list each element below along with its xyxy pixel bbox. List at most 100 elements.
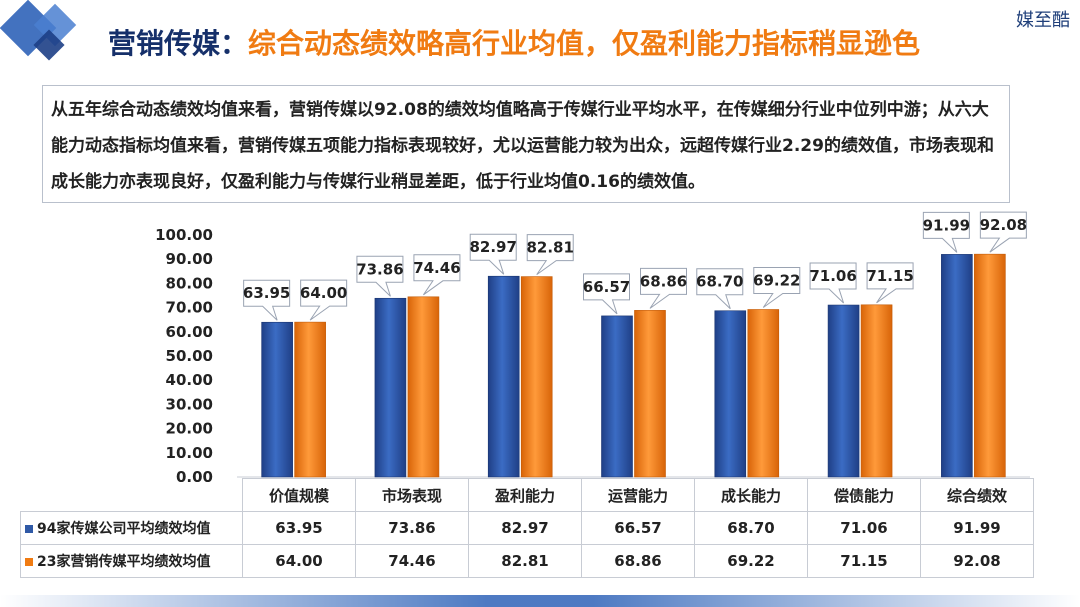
- table-cell: 82.81: [468, 544, 582, 578]
- page-title: 营销传媒：综合动态绩效略高行业均值，仅盈利能力指标稍显逊色: [108, 22, 920, 62]
- data-label: 71.06: [809, 262, 857, 304]
- data-label-text: 68.70: [696, 273, 743, 291]
- table-header: 成长能力: [694, 478, 808, 512]
- legend-label-series2: 23家营销传媒平均绩效均值: [37, 554, 211, 570]
- bar-series2: [520, 276, 553, 478]
- data-label: 66.57: [583, 273, 630, 315]
- bar-series2: [407, 296, 440, 478]
- table-cell: 69.22: [694, 544, 808, 578]
- table-header: 综合绩效: [920, 478, 1034, 512]
- data-label-text: 68.86: [640, 272, 687, 290]
- data-label-box: [300, 279, 348, 321]
- data-label: 82.81: [526, 234, 574, 276]
- bar-series2: [294, 321, 326, 478]
- y-tick-label: 0.00: [176, 468, 213, 486]
- data-table: 价值规模 市场表现 盈利能力 运营能力 成长能力 偿债能力 综合绩效 94家传媒…: [20, 478, 1034, 578]
- data-label-box: [979, 211, 1027, 253]
- table-cell: 64.00: [242, 544, 356, 578]
- data-label-text: 66.57: [583, 278, 630, 296]
- data-label-text: 91.99: [923, 216, 970, 234]
- summary-text: 从五年综合动态绩效均值来看，营销传媒以92.08的绩效均值略高于传媒行业平均水平…: [42, 85, 1010, 203]
- table-header: 偿债能力: [807, 478, 921, 512]
- y-tick-label: 70.00: [166, 299, 213, 317]
- data-label: 71.15: [866, 262, 914, 304]
- data-label: 68.70: [696, 268, 744, 310]
- brand-watermark: 媒至酷: [1016, 10, 1070, 31]
- data-label-text: 63.95: [243, 284, 290, 302]
- bar-chart: 0.00 10.00 20.00 30.00 40.00 50.00 60.00 70.00 8…: [155, 211, 1030, 486]
- y-tick-label: 30.00: [166, 395, 213, 413]
- legend-label-series1: 94家传媒公司平均绩效均值: [37, 521, 211, 537]
- data-label-text: 82.81: [526, 239, 573, 257]
- bar-series2: [974, 253, 1006, 478]
- table-cell: 71.06: [807, 511, 921, 545]
- legend-key-series1: [25, 525, 33, 533]
- data-label-box: [866, 262, 914, 304]
- data-label: 74.46: [413, 254, 461, 296]
- table-cell: 68.86: [581, 544, 695, 578]
- y-tick-label: 20.00: [166, 420, 213, 438]
- logo-diamonds: [0, 0, 77, 61]
- title-accent: 综合动态绩效略高行业均值，仅盈利能力指标稍显逊色: [248, 27, 921, 60]
- data-label-box: [583, 273, 630, 315]
- table-cell: 92.08: [920, 544, 1034, 578]
- table-corner: [21, 479, 243, 512]
- data-label-box: [809, 262, 857, 304]
- table-cell: 63.95: [242, 511, 356, 545]
- data-label: 63.95: [243, 279, 291, 321]
- legend-key-series2: [25, 558, 33, 566]
- bar-series1: [827, 304, 860, 478]
- bar-series1: [487, 275, 520, 478]
- data-label: 64.00: [300, 279, 348, 321]
- data-label-box: [696, 268, 744, 310]
- data-label-box: [413, 254, 461, 296]
- table-header: 市场表现: [355, 478, 469, 512]
- data-label-box: [526, 234, 574, 276]
- table-row: 94家传媒公司平均绩效均值 63.95 73.86 82.97 66.57 68…: [20, 511, 1034, 545]
- y-tick-label: 90.00: [166, 250, 213, 268]
- bar-series2: [634, 310, 666, 478]
- y-tick-label: 80.00: [166, 274, 213, 292]
- data-label: 92.08: [979, 211, 1027, 253]
- table-cell: 82.97: [468, 511, 582, 545]
- bar-series1: [261, 321, 293, 478]
- data-label-box: [753, 266, 801, 308]
- table-row: 23家营销传媒平均绩效均值 64.00 74.46 82.81 68.86 69…: [20, 544, 1034, 578]
- data-label-box: [469, 233, 517, 275]
- data-label: 82.97: [469, 233, 517, 275]
- y-tick-label: 60.00: [166, 323, 213, 341]
- table-cell: 66.57: [581, 511, 695, 545]
- data-label-text: 92.08: [980, 216, 1027, 234]
- table-cell: 74.46: [355, 544, 469, 578]
- table-cell: 68.70: [694, 511, 808, 545]
- bar-series1: [374, 297, 407, 478]
- data-label-box: [640, 267, 687, 309]
- data-label-text: 82.97: [469, 238, 516, 256]
- data-label-box: [243, 279, 291, 321]
- data-label-text: 71.06: [809, 267, 856, 285]
- y-tick-label: 100.00: [155, 226, 213, 244]
- table-header: 运营能力: [581, 478, 695, 512]
- data-label: 68.86: [640, 267, 687, 309]
- y-tick-label: 40.00: [166, 371, 213, 389]
- table-header-row: 价值规模 市场表现 盈利能力 运营能力 成长能力 偿债能力 综合绩效: [21, 478, 1034, 512]
- table-row-label: 23家营销传媒平均绩效均值: [20, 544, 243, 578]
- table-header: 盈利能力: [468, 478, 582, 512]
- data-label: 69.22: [753, 266, 801, 308]
- bar-series2: [747, 309, 780, 478]
- data-label-box: [356, 255, 404, 297]
- y-tick-label: 10.00: [166, 444, 213, 462]
- table-cell: 71.15: [807, 544, 921, 578]
- data-label-text: 69.22: [753, 271, 800, 289]
- table-cell: 73.86: [355, 511, 469, 545]
- y-tick-label: 50.00: [166, 347, 213, 365]
- bar-series2: [860, 304, 893, 478]
- bar-series1: [941, 254, 973, 478]
- table-cell: 91.99: [920, 511, 1034, 545]
- data-label-text: 71.15: [866, 267, 913, 285]
- data-label-text: 64.00: [300, 284, 347, 302]
- bar-series1: [601, 315, 633, 478]
- data-label: 91.99: [923, 211, 970, 253]
- data-label-text: 74.46: [413, 259, 460, 277]
- data-label-text: 73.86: [356, 260, 403, 278]
